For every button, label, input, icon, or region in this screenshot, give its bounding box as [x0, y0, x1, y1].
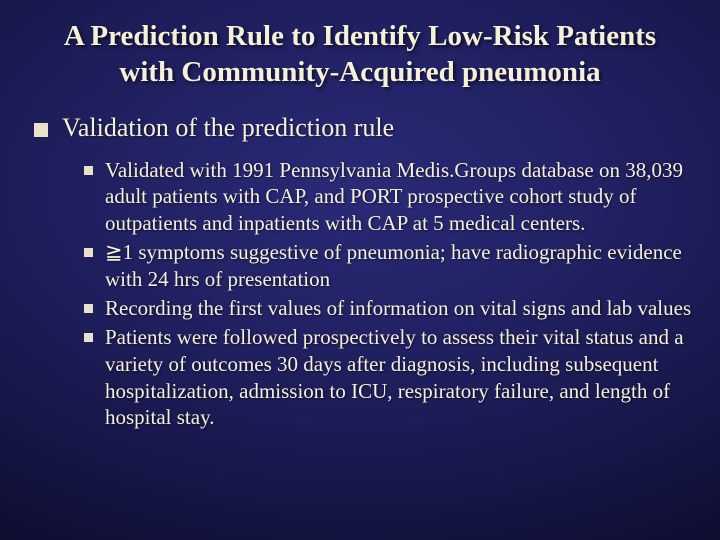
square-bullet-icon: [84, 166, 93, 175]
list-item: Patients were followed prospectively to …: [84, 324, 692, 432]
sub-bullet-text: Patients were followed prospectively to …: [105, 324, 692, 432]
slide: A Prediction Rule to Identify Low-Risk P…: [0, 0, 720, 540]
square-bullet-icon: [84, 304, 93, 313]
list-item: Validated with 1991 Pennsylvania Medis.G…: [84, 157, 692, 238]
sub-bullet-text: Validated with 1991 Pennsylvania Medis.G…: [105, 157, 692, 238]
title-line-1: A Prediction Rule to Identify Low-Risk P…: [64, 20, 656, 52]
main-bullet-item: Validation of the prediction rule: [34, 113, 692, 143]
main-bullet-text: Validation of the prediction rule: [62, 113, 394, 143]
square-bullet-icon: [34, 123, 48, 137]
slide-title: A Prediction Rule to Identify Low-Risk P…: [28, 18, 692, 91]
title-line-2: with Community-Acquired pneumonia: [119, 56, 600, 88]
square-bullet-icon: [84, 333, 93, 342]
sub-bullet-text: ≧1 symptoms suggestive of pneumonia; hav…: [105, 239, 692, 293]
sub-bullet-text: Recording the first values of informatio…: [105, 295, 691, 322]
list-item: Recording the first values of informatio…: [84, 295, 692, 322]
square-bullet-icon: [84, 248, 93, 257]
list-item: ≧1 symptoms suggestive of pneumonia; hav…: [84, 239, 692, 293]
sub-bullet-list: Validated with 1991 Pennsylvania Medis.G…: [84, 157, 692, 432]
